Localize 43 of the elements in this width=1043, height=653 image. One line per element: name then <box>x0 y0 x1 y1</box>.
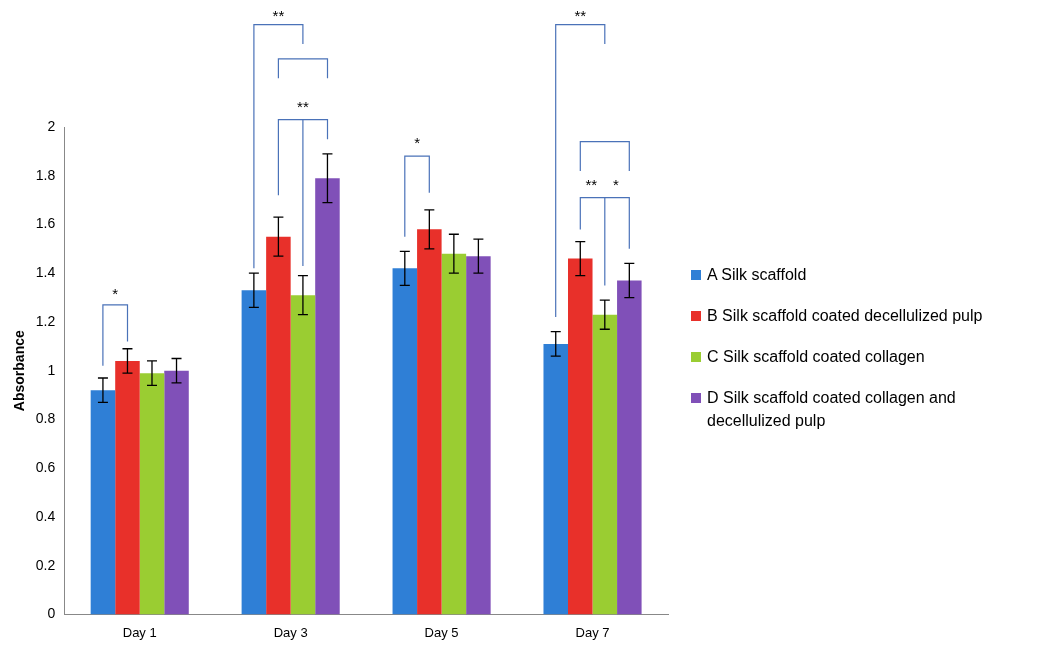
y-tick-label: 0 <box>47 605 56 622</box>
bar <box>90 390 116 615</box>
text: ** <box>297 97 309 115</box>
y-tick-label: 1.4 <box>35 264 56 281</box>
bar <box>315 178 340 615</box>
y-tick-label: 0.6 <box>35 459 56 476</box>
annotation: * <box>112 285 119 303</box>
bar <box>164 370 189 615</box>
bar <box>568 258 593 615</box>
x-tick-label: Day 7 <box>575 624 610 640</box>
bar <box>466 256 491 615</box>
text: ** <box>272 7 285 25</box>
x-tick-label: Day 1 <box>122 624 157 640</box>
bar <box>139 373 165 615</box>
y-tick-label: 1.6 <box>35 215 56 232</box>
bar <box>592 314 618 615</box>
text: ** <box>574 7 587 25</box>
y-tick-label: 1 <box>47 361 56 378</box>
annotation: * <box>612 175 619 193</box>
y-tick-label: 1.2 <box>35 312 56 329</box>
x-tick-label: Day 3 <box>273 624 308 640</box>
bar <box>392 268 418 615</box>
bar <box>115 360 140 615</box>
bar <box>543 343 569 615</box>
annotation: * <box>414 134 421 152</box>
y-tick-label: 0.8 <box>35 410 56 427</box>
legend-label: A Silk scaffold <box>707 265 807 285</box>
bar <box>417 229 442 615</box>
bar <box>241 290 267 615</box>
x-tick-label: Day 5 <box>424 624 459 640</box>
bar <box>617 280 642 615</box>
legend-label: C Silk scaffold coated collagen <box>707 347 925 367</box>
bar <box>266 236 291 615</box>
y-tick-label: 2 <box>47 117 56 134</box>
bar <box>441 253 467 615</box>
legend-label: B Silk scaffold coated decellulized pulp <box>707 306 983 326</box>
y-tick-label: 1.8 <box>35 166 56 183</box>
legend-label: D Silk scaffold coated collagen and decellulized pulp <box>707 388 957 431</box>
bar <box>290 295 316 615</box>
y-axis-title: Absorbance <box>11 330 28 412</box>
y-tick-label: 0.4 <box>35 507 56 524</box>
annotation: ** <box>585 175 598 193</box>
y-tick-label: 0.2 <box>35 556 56 573</box>
